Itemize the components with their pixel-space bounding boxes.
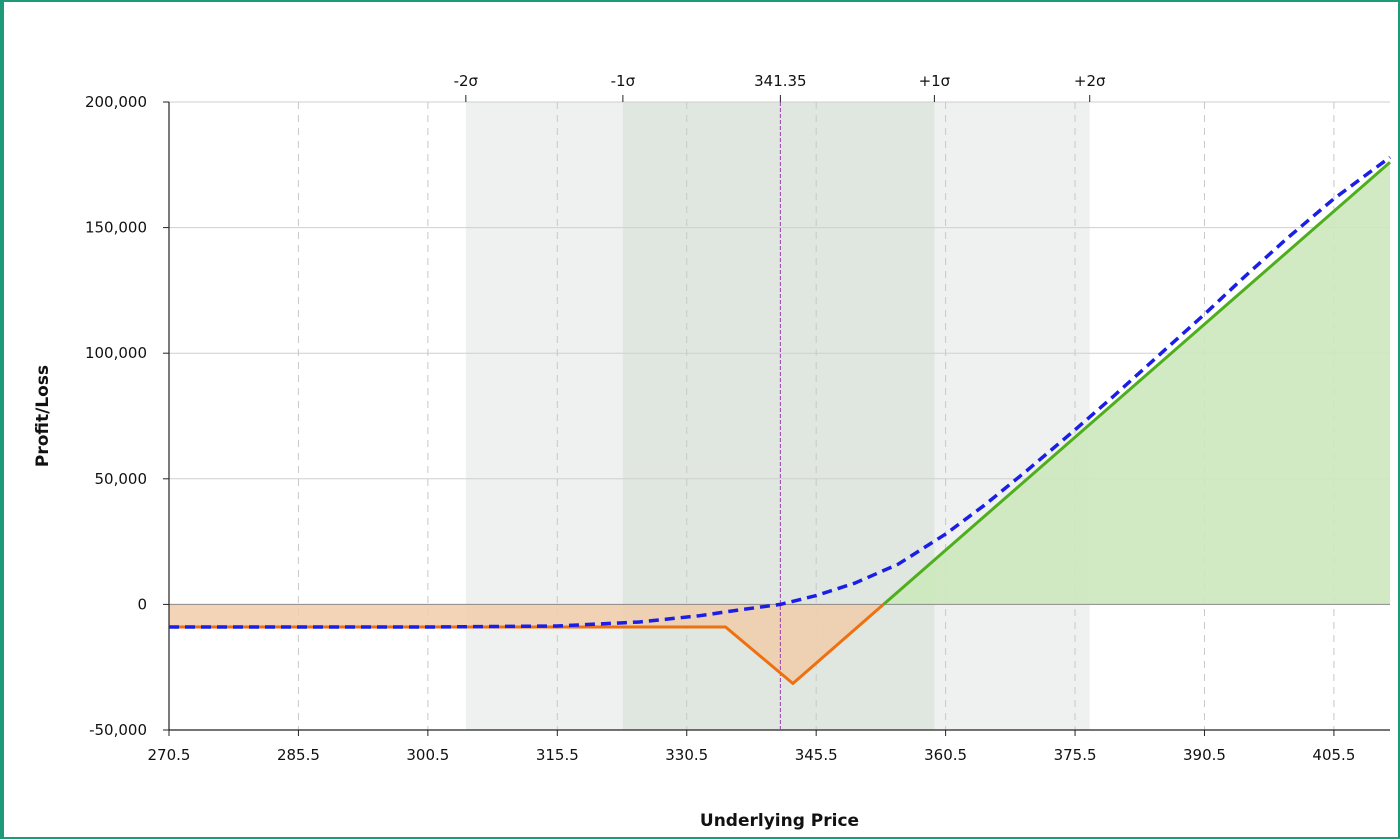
x-tick-label: 375.5 [1054, 746, 1097, 764]
y-tick-label: 50,000 [95, 470, 148, 488]
tick-labels: 200,000 150,000 100,000 50,000 0 -50,000270.5… [85, 93, 1355, 764]
pnl-lines [169, 155, 1392, 686]
top-markers: -2σ -1σ 341.35 +1σ +2σ [454, 72, 1106, 730]
x-tick-label: 360.5 [924, 746, 967, 764]
loss-area [169, 604, 884, 684]
y-tick-label: 0 [137, 595, 147, 613]
x-tick-label: 270.5 [148, 746, 191, 764]
x-axis-title: Underlying Price [700, 811, 859, 831]
y-tick-label: -50,000 [89, 721, 147, 739]
top-marker-label: +2σ [1074, 72, 1106, 90]
top-marker-label: -2σ [454, 72, 479, 90]
top-marker-label: +1σ [919, 72, 951, 90]
x-tick-label: 300.5 [406, 746, 449, 764]
theoretical-pnl-line [169, 155, 1392, 629]
x-tick-label: 345.5 [795, 746, 838, 764]
y-tick-label: 150,000 [85, 219, 147, 237]
top-marker-label: 341.35 [754, 72, 807, 90]
top-marker-label: -1σ [611, 72, 636, 90]
y-tick-label: 200,000 [85, 93, 147, 111]
x-tick-label: 390.5 [1183, 746, 1226, 764]
y-axis-title: Profit/Loss [33, 365, 53, 467]
y-tick-label: 100,000 [85, 344, 147, 362]
x-tick-label: 285.5 [277, 746, 320, 764]
x-tick-label: 330.5 [665, 746, 708, 764]
x-tick-label: 315.5 [536, 746, 579, 764]
x-tick-label: 405.5 [1312, 746, 1355, 764]
profit-loss-chart: -2σ -1σ 341.35 +1σ +2σ 200,000 150,000 100,000… [33, 72, 1392, 831]
expiration-pnl-line-profit [882, 161, 1391, 606]
